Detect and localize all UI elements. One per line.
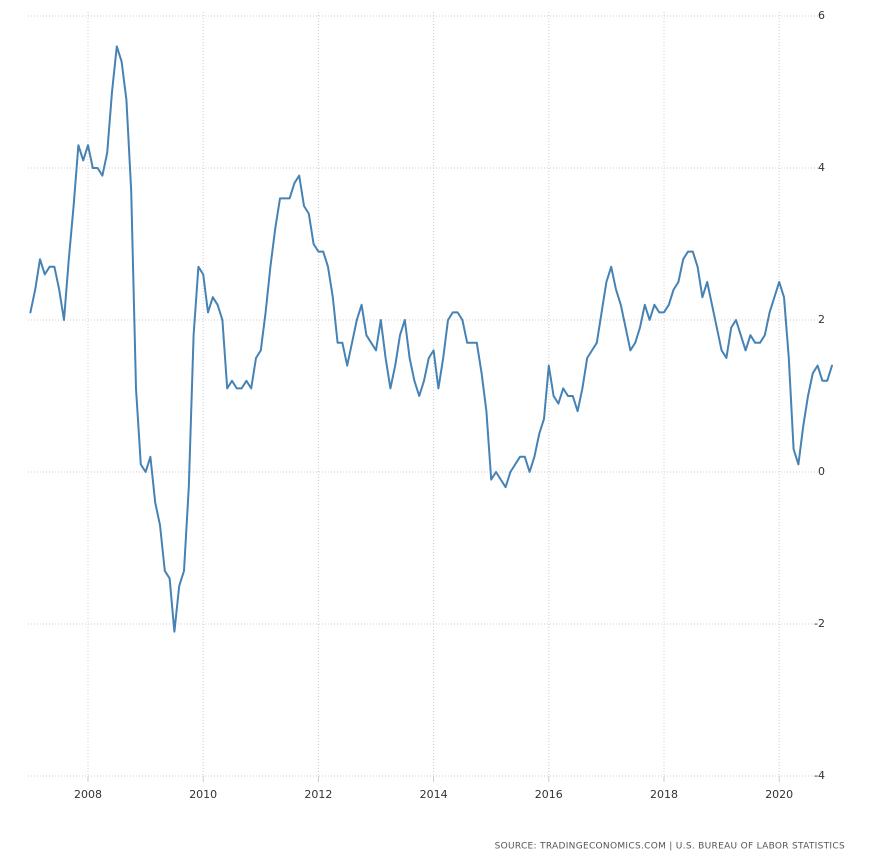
y-tick-label: 4 (818, 161, 825, 174)
x-tick-label: 2018 (650, 788, 678, 801)
x-tick-label: 2010 (189, 788, 217, 801)
x-tick-label: 2008 (74, 788, 102, 801)
y-tick-label: -4 (814, 769, 825, 782)
x-tick-label: 2016 (535, 788, 563, 801)
data-line (29, 45, 833, 633)
x-tick-label: 2012 (304, 788, 332, 801)
y-tick-label: 6 (818, 9, 825, 22)
x-tick-label: 2014 (420, 788, 448, 801)
y-tick-label: -2 (814, 617, 825, 630)
y-tick-label: 2 (818, 313, 825, 326)
x-tick-label: 2020 (765, 788, 793, 801)
source-note: SOURCE: TRADINGECONOMICS.COM | U.S. BURE… (495, 842, 845, 852)
y-tick-label: 0 (818, 465, 825, 478)
